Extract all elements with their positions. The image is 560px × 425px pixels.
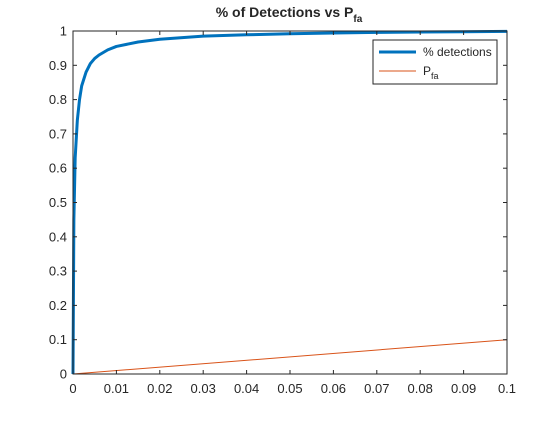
x-tick-label: 0.07 [364,381,389,396]
y-tick-label: 0.7 [49,126,67,141]
legend-label-main: % detections [423,45,492,59]
plot-area: 0 0.01 0.02 0.03 0.04 0.05 0.06 0.07 0.08 0.09 0.1… [49,24,516,397]
y-tick-label: 0.2 [49,298,67,313]
x-tick-label: 0.09 [451,381,476,396]
chart-title-main: % of Detections vs P [216,4,354,20]
chart-title: % of Detections vs Pfa [216,4,363,25]
series-layer [71,29,508,375]
x-tick-label: 0.01 [104,381,129,396]
y-tick-label: 0.8 [49,92,67,107]
y-tick-label: 0.9 [49,58,67,73]
legend-label-subscript: fa [431,71,439,81]
y-tick-label: 0.1 [49,332,67,347]
legend-label: % detections [423,45,492,59]
legend: % detections Pfa [372,39,498,85]
x-tick-label: 0 [69,381,76,396]
y-tick-label: 0.5 [49,195,67,210]
y-axis: 0 0.1 0.2 0.3 0.4 0.5 0.6 0.7 0.8 0.9 1 [49,24,507,382]
y-tick-label: 0.6 [49,161,67,176]
y-tick-label: 0 [60,367,67,382]
series-line-2 [72,339,508,375]
series-line-1 [71,29,508,375]
chart-title-subscript: fa [353,14,362,25]
plot-background [73,31,507,374]
y-tick-label: 0.3 [49,264,67,279]
x-tick-label: 0.06 [321,381,346,396]
x-tick-label: 0.1 [498,381,516,396]
x-tick-label: 0.04 [234,381,259,396]
legend-box [372,39,498,85]
legend-label: Pfa [423,64,439,81]
x-tick-label: 0.05 [277,381,302,396]
legend-label-main: P [423,64,431,78]
x-axis: 0 0.01 0.02 0.03 0.04 0.05 0.06 0.07 0.08 0.09 0.1 [69,31,516,396]
y-tick-label: 1 [60,24,67,39]
y-tick-label: 0.4 [49,229,67,244]
x-tick-label: 0.02 [147,381,172,396]
x-tick-label: 0.03 [191,381,216,396]
x-tick-label: 0.08 [408,381,433,396]
